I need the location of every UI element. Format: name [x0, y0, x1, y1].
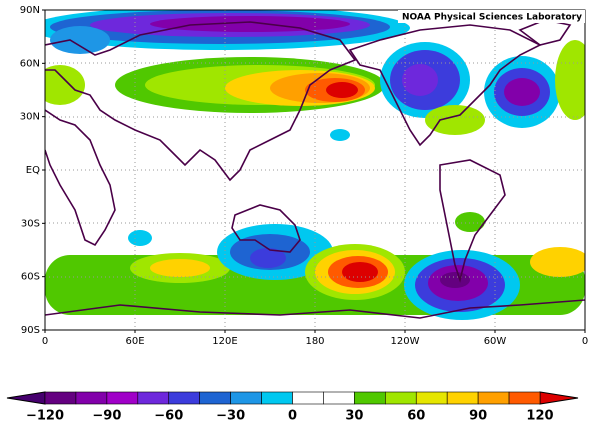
colorbar-label: −90: [92, 409, 121, 424]
lon-label: 60W: [484, 336, 507, 347]
anomaly-fill: [530, 247, 585, 277]
colorbar-box: [168, 391, 200, 405]
colorbar-label: −120: [26, 409, 64, 424]
coastline: [45, 109, 116, 247]
colorbar-label: 30: [345, 409, 363, 424]
lat-label: 90S: [21, 325, 40, 336]
lon-label: 60E: [125, 336, 144, 347]
colorbar-label: 0: [288, 409, 297, 424]
coastline: [45, 21, 357, 182]
colorbar-box: [44, 391, 77, 405]
lon-label: 0: [42, 336, 48, 347]
anomaly-fill: [440, 272, 470, 288]
coastline: [231, 204, 301, 253]
colorbar-box: [199, 391, 231, 405]
credit: NOAA Physical Sciences Laboratory: [402, 13, 582, 23]
anomaly-fill: [150, 16, 350, 32]
colorbar-box: [292, 391, 324, 405]
colorbar-box: [323, 391, 355, 405]
colorbar-box: [446, 391, 479, 405]
lon-label: 0: [582, 336, 588, 347]
colorbar-box: [230, 391, 262, 405]
coastline: [348, 24, 542, 147]
anomaly-fill: [330, 129, 350, 141]
lat-label: 30S: [21, 218, 40, 229]
anomaly-fill: [250, 248, 286, 268]
coastline: [439, 159, 506, 283]
lat-label: 30N: [20, 112, 40, 123]
anomaly-fill: [50, 26, 110, 54]
anomaly-fill: [326, 82, 358, 98]
anomaly-fill: [342, 262, 378, 282]
coastlines: [45, 19, 585, 319]
coastline: [45, 299, 585, 319]
colorbar-box: [477, 391, 510, 405]
colorbar-box: [261, 391, 293, 405]
anomaly-fill: [45, 65, 85, 105]
colorbar-extend: [6, 391, 46, 405]
lat-label: 90N: [20, 5, 40, 16]
anomaly-fill: [455, 212, 485, 232]
lon-axis: 0 60E 120E 180 120W 60W 0: [42, 330, 588, 347]
anomaly-fill: [128, 230, 152, 246]
anomaly-fill: [555, 40, 585, 120]
anomaly-fill: [504, 78, 540, 106]
colorbar-box: [508, 391, 541, 405]
lon-label: 120E: [212, 336, 237, 347]
grid: [45, 10, 585, 330]
lat-label: 60S: [21, 272, 40, 283]
anomaly-fill: [425, 105, 485, 135]
lat-label: 60N: [20, 58, 40, 69]
colorbar-label: −30: [216, 409, 245, 424]
credit-box: [398, 10, 585, 23]
colorbar-label: 60: [407, 409, 425, 424]
colorbar-box: [75, 391, 108, 405]
colorbar-box: [137, 391, 170, 405]
colorbar-extend: [539, 391, 579, 405]
anomaly-fill: [150, 259, 210, 277]
lon-label: 120W: [391, 336, 420, 347]
colorbar-box: [415, 391, 448, 405]
colorbar-label: 90: [469, 409, 487, 424]
anomaly-fill: [402, 64, 438, 96]
colorbar-box: [385, 391, 417, 405]
lat-axis: 90N 60N 30N EQ 30S 60S 90S: [20, 5, 45, 336]
lon-label: 180: [305, 336, 324, 347]
colorbar-box: [106, 391, 139, 405]
colorbar: −120 −90 −60 −30 0 30 60 90 120: [6, 391, 579, 424]
colorbar-label: −60: [154, 409, 183, 424]
lat-label: EQ: [26, 165, 40, 176]
colorbar-box: [354, 391, 386, 405]
colorbar-label: 120: [526, 409, 553, 424]
